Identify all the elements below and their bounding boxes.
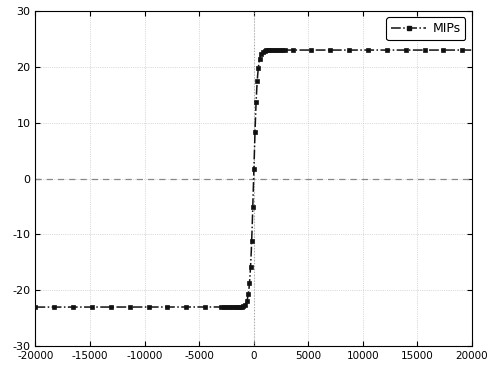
Legend: MIPs: MIPs — [386, 17, 465, 40]
